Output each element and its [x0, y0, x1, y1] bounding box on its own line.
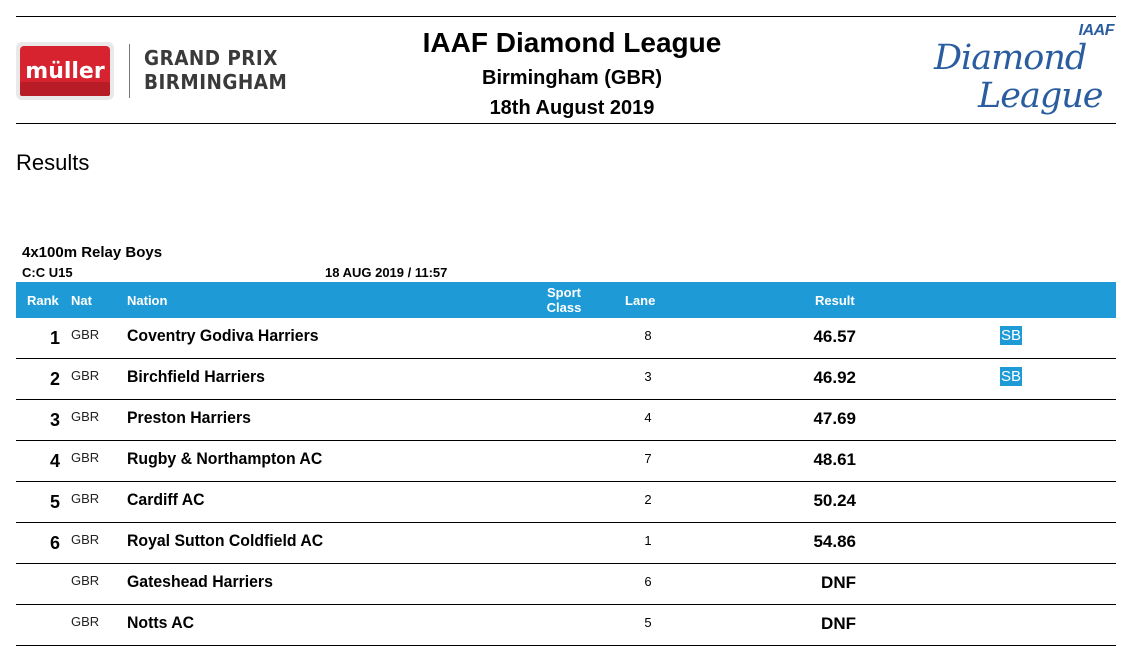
row-result: 47.69	[813, 409, 856, 428]
table-row: GBR Notts AC 5 DNF	[16, 605, 1116, 646]
header-lane: Lane	[625, 293, 656, 308]
row-nation: Royal Sutton Coldfield AC	[127, 531, 324, 550]
event-datetime: 18 AUG 2019 / 11:57	[325, 265, 448, 280]
row-lane: 8	[644, 328, 652, 343]
row-nat: GBR	[71, 327, 100, 342]
row-nation: Notts AC	[127, 613, 195, 632]
row-lane: 7	[644, 451, 652, 466]
page-title: Results	[16, 150, 90, 175]
header-rank: Rank	[27, 293, 59, 308]
dl-logo-diamond: Diamond	[934, 38, 1087, 78]
row-result: 50.24	[813, 491, 856, 510]
row-result: 46.92	[813, 368, 856, 387]
row-nat: GBR	[71, 532, 100, 547]
row-nation: Gateshead Harriers	[127, 572, 273, 591]
row-result: DNF	[821, 573, 856, 592]
table-row: 6 GBR Royal Sutton Coldfield AC 1 54.86	[16, 523, 1116, 564]
row-result: 46.57	[813, 327, 856, 346]
row-divider	[16, 440, 1116, 441]
row-lane: 5	[644, 615, 652, 630]
row-nat: GBR	[71, 491, 100, 506]
header-bottom-rule	[16, 123, 1116, 124]
meeting-location: Birmingham (GBR)	[482, 67, 662, 89]
row-nation: Cardiff AC	[127, 490, 205, 509]
row-nat: GBR	[71, 450, 100, 465]
row-rank: 2	[49, 369, 60, 389]
sponsor-divider	[129, 44, 130, 98]
header-top-rule	[16, 16, 1116, 17]
season-best-badge: SB	[1000, 326, 1022, 345]
header-sport-line1: Sport	[547, 285, 581, 300]
row-nat: GBR	[71, 409, 100, 424]
row-rank: 1	[49, 328, 60, 348]
row-divider	[16, 399, 1116, 400]
row-rank: 6	[49, 533, 60, 553]
row-lane: 4	[644, 410, 652, 425]
dl-logo-iaaf: IAAF	[1078, 22, 1115, 39]
row-result: 54.86	[813, 532, 856, 551]
sponsor-line1: GRAND PRIX	[144, 46, 278, 70]
row-rank: 5	[49, 492, 60, 512]
sponsor-wordmark: GRAND PRIX BIRMINGHAM	[144, 46, 287, 94]
event-category: C:C U15	[22, 265, 73, 280]
row-nat: GBR	[71, 614, 100, 629]
row-result: 48.61	[813, 450, 856, 469]
row-divider	[16, 522, 1116, 523]
sponsor-line2: BIRMINGHAM	[144, 70, 288, 94]
muller-logo: müller	[16, 42, 114, 100]
row-lane: 6	[644, 574, 652, 589]
table-row: 4 GBR Rugby & Northampton AC 7 48.61	[16, 441, 1116, 482]
row-result: DNF	[821, 614, 856, 633]
results-table-header: Rank Nat Nation Sport Class Lane Result	[16, 282, 1116, 318]
row-nation: Rugby & Northampton AC	[127, 449, 323, 468]
dl-logo-league: League	[978, 76, 1103, 116]
row-rank: 3	[49, 410, 60, 430]
event-name: 4x100m Relay Boys	[22, 244, 163, 261]
row-nation: Coventry Godiva Harriers	[127, 326, 319, 345]
row-divider	[16, 358, 1116, 359]
header-sport-class: Sport Class	[536, 285, 592, 315]
row-nat: GBR	[71, 573, 100, 588]
table-row: GBR Gateshead Harriers 6 DNF	[16, 564, 1116, 605]
meeting-date: 18th August 2019	[489, 97, 655, 119]
table-row: 3 GBR Preston Harriers 4 47.69	[16, 400, 1116, 441]
meeting-title: IAAF Diamond League	[422, 27, 722, 58]
header-sport-line2: Class	[546, 300, 582, 315]
header-nation: Nation	[127, 293, 168, 308]
row-divider	[16, 604, 1116, 605]
row-rank: 4	[49, 451, 60, 471]
season-best-badge: SB	[1000, 367, 1022, 386]
row-divider	[16, 645, 1116, 646]
header-nat: Nat	[71, 293, 92, 308]
row-lane: 2	[644, 492, 652, 507]
row-divider	[16, 481, 1116, 482]
row-nation: Birchfield Harriers	[127, 367, 265, 386]
sponsor-logo-text: müller	[25, 59, 105, 84]
header-result: Result	[815, 293, 855, 308]
row-nat: GBR	[71, 368, 100, 383]
row-divider	[16, 563, 1116, 564]
row-nation: Preston Harriers	[127, 408, 251, 427]
row-lane: 1	[644, 533, 652, 548]
table-row: 2 GBR Birchfield Harriers 3 46.92 SB	[16, 359, 1116, 400]
table-row: 1 GBR Coventry Godiva Harriers 8 46.57 S…	[16, 318, 1116, 359]
table-row: 5 GBR Cardiff AC 2 50.24	[16, 482, 1116, 523]
row-lane: 3	[644, 369, 652, 384]
